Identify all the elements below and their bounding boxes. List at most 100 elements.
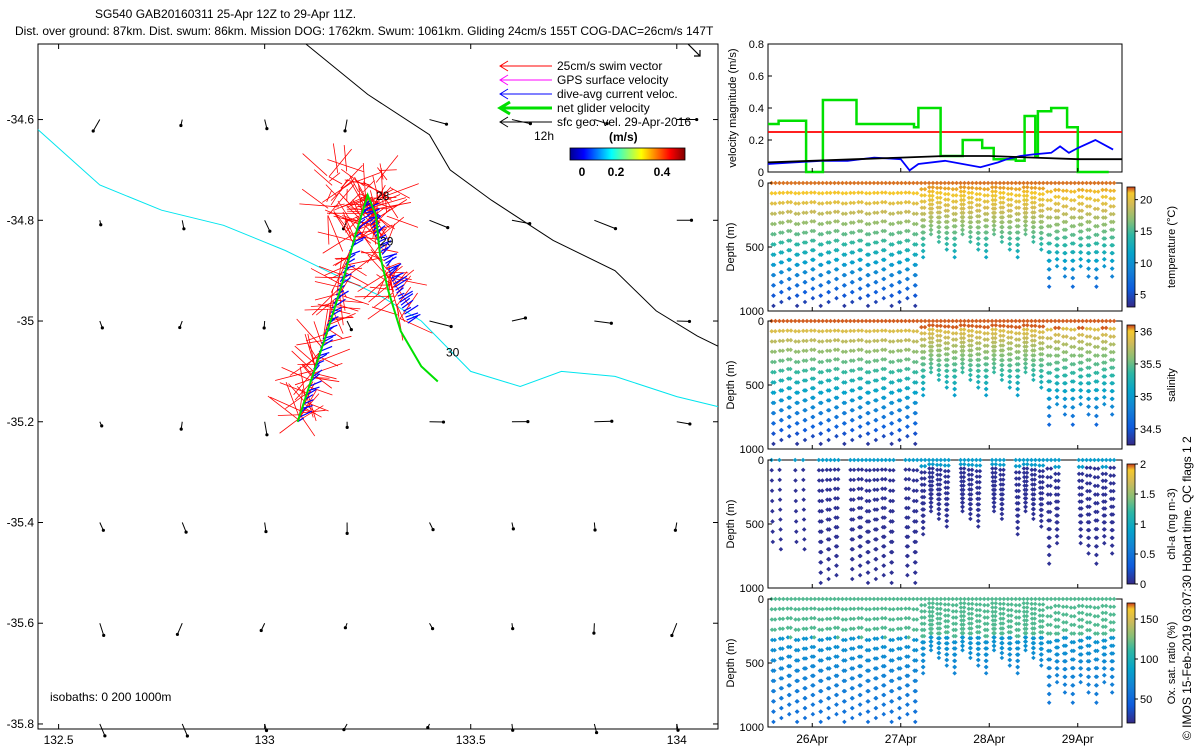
data-point <box>779 260 785 265</box>
colorbar-tick-label: 35 <box>1140 391 1152 403</box>
data-point <box>818 293 824 298</box>
swim-vector <box>304 308 333 311</box>
scatter-y-label: Depth (m) <box>725 500 737 549</box>
scatter-colorbar <box>1126 324 1136 446</box>
colorbar-tick-label: 2 <box>1140 459 1146 471</box>
swim-vector <box>327 215 344 252</box>
current-vector <box>406 313 421 321</box>
swim-vector <box>332 143 339 174</box>
swim-vector <box>279 418 299 434</box>
colorbar-tick-label: 15 <box>1140 226 1152 238</box>
scatter-colorbar <box>1126 602 1136 724</box>
swim-vector <box>341 278 361 287</box>
swim-vector <box>279 382 307 394</box>
data-point <box>803 270 808 275</box>
colorbar-label: salinity <box>1166 368 1178 402</box>
geo-vector <box>181 723 189 738</box>
data-point <box>811 257 816 263</box>
current-vector <box>403 306 412 312</box>
swim-vector <box>294 345 316 365</box>
geo-vector <box>179 421 183 431</box>
swim-vector <box>313 169 333 186</box>
swim-vector <box>312 363 343 375</box>
data-point <box>779 299 784 305</box>
swim-vector <box>364 204 381 217</box>
isobath-1000-line <box>305 43 719 347</box>
geo-vector <box>181 522 188 534</box>
velocity-y-tick-label: 0.4 <box>749 103 764 115</box>
scatter-axes <box>767 459 1123 589</box>
colorbar-title: (m/s) <box>609 130 638 144</box>
geo-vector <box>262 320 266 330</box>
swim-vector <box>384 197 399 219</box>
geo-vector <box>426 723 430 730</box>
current-vector <box>308 380 322 388</box>
legend-item-swim: 25cm/s swim vector <box>499 59 662 73</box>
data-point <box>842 283 847 288</box>
geo-vector <box>593 723 599 735</box>
swim-vector <box>304 333 316 367</box>
geo-vector <box>429 119 449 126</box>
current-vector <box>392 275 408 285</box>
colorbar-tick-label: 35.5 <box>1140 359 1161 371</box>
geo-vector <box>429 622 435 631</box>
data-point <box>810 286 816 291</box>
time-tick-label: 29Apr <box>1062 732 1094 746</box>
velocity-y-label: velocity magnitude (m/s) <box>727 48 739 167</box>
colorbar-tick-label: 0 <box>1140 579 1146 591</box>
data-point <box>842 293 847 298</box>
data-point <box>834 257 840 263</box>
swim-vector <box>275 370 314 381</box>
legend-item-geo: sfc geo. vel. 29-Apr-2016 <box>499 115 691 129</box>
data-point <box>802 289 808 295</box>
geo-vector <box>99 421 104 428</box>
swim-vector <box>277 414 300 416</box>
data-point <box>818 283 824 288</box>
colorbar-tick-label: 0 <box>579 165 586 179</box>
geo-vector <box>511 522 515 531</box>
data-point <box>802 299 808 305</box>
swim-vector <box>355 236 380 240</box>
current-vector <box>401 299 414 309</box>
time-tick-label: 28Apr <box>973 732 1005 746</box>
geo-vector <box>181 220 186 231</box>
swim-vector <box>302 153 328 176</box>
data-point <box>826 270 832 275</box>
data-point <box>803 260 808 265</box>
scatter-y-tick-label: 500 <box>746 380 764 392</box>
colorbar-tick-label: 20 <box>1140 195 1152 207</box>
svg-text:sfc geo. vel. 29-Apr-2016: sfc geo. vel. 29-Apr-2016 <box>557 115 691 129</box>
current-vector <box>298 410 313 418</box>
map-y-tick-label: -35.6 <box>7 616 35 630</box>
current-vector <box>302 399 314 405</box>
legend-item-net: net glider velocity <box>497 100 650 116</box>
current-vector <box>397 292 405 297</box>
map-x-tick-label: 133.5 <box>456 733 486 747</box>
colorbar-label: Ox. sat. ratio (%) <box>1166 622 1178 705</box>
data-point <box>818 303 824 309</box>
scatter-y-label: Depth (m) <box>725 361 737 410</box>
swim-vector <box>388 274 412 281</box>
swim-vector <box>281 367 311 381</box>
current-vector <box>383 253 396 261</box>
velocity-y-tick-label: 0.8 <box>749 39 764 51</box>
current-vector <box>407 315 418 324</box>
scatter-y-tick-label: 500 <box>746 242 764 254</box>
data-point <box>827 260 832 265</box>
map-axes <box>37 43 719 730</box>
scatter-y-tick-label: 500 <box>746 519 764 531</box>
swim-vector <box>315 348 350 363</box>
swim-vector <box>345 219 361 224</box>
map-x-ticks: 132.5 133 133.5 134 <box>44 44 687 747</box>
geo-vector <box>345 522 349 535</box>
swim-vector <box>332 203 345 207</box>
geo-vector <box>345 421 349 430</box>
swim-vector <box>314 276 343 279</box>
swim-vector <box>380 168 384 204</box>
swim-vector <box>376 274 392 284</box>
current-vector <box>399 293 414 303</box>
scatter-y-tick-label: 0 <box>758 455 764 467</box>
